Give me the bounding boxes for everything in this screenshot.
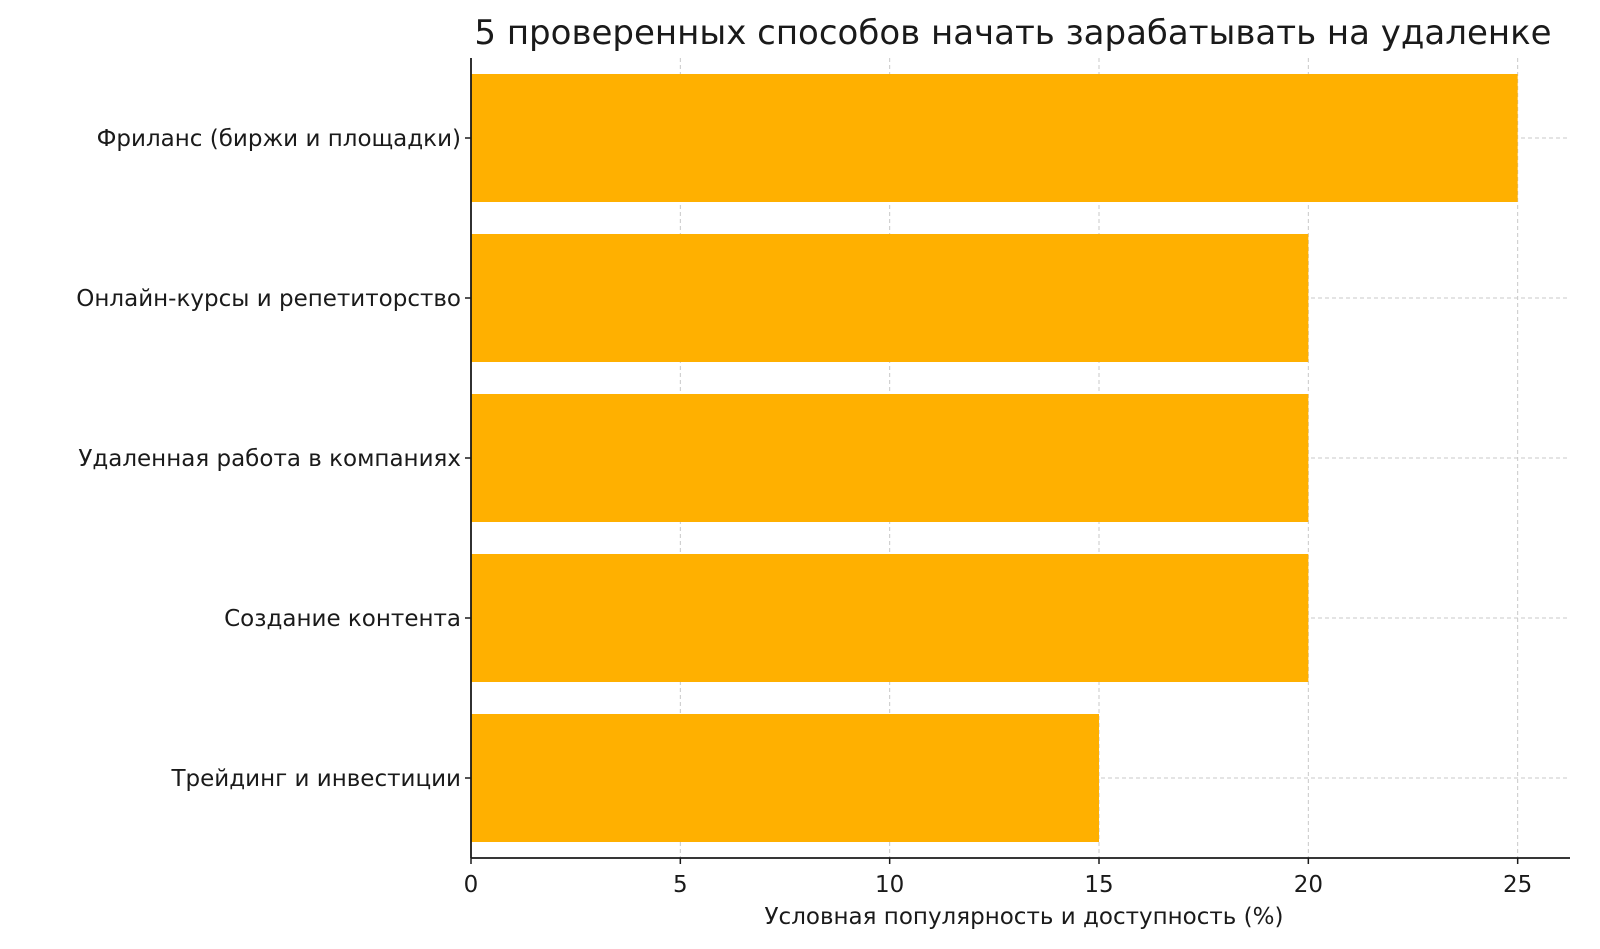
x-tick-label: 15 <box>1084 872 1113 898</box>
category-label: Трейдинг и инвестиции <box>170 766 461 792</box>
category-label: Онлайн-курсы и репетиторство <box>76 286 461 312</box>
x-tick-label: 5 <box>673 872 688 898</box>
x-axis-label: Условная популярность и доступность (%) <box>765 904 1284 930</box>
bar <box>471 714 1099 842</box>
category-label: Создание контента <box>224 606 461 632</box>
bar <box>471 74 1518 202</box>
x-tick-label: 10 <box>875 872 904 898</box>
category-label: Удаленная работа в компаниях <box>78 446 461 472</box>
x-axis-ticks: 0 5 10 15 20 25 <box>464 858 1532 898</box>
x-tick-label: 0 <box>464 872 479 898</box>
x-tick-label: 25 <box>1503 872 1532 898</box>
x-tick-label: 20 <box>1294 872 1323 898</box>
chart-title: 5 проверенных способов начать зарабатыва… <box>474 13 1551 53</box>
bar <box>471 554 1309 682</box>
y-axis-ticks: Фриланс (биржи и площадки) Онлайн-курсы и… <box>76 126 471 792</box>
category-label: Фриланс (биржи и площадки) <box>97 126 461 152</box>
bar <box>471 394 1309 522</box>
bars <box>471 74 1518 842</box>
bar <box>471 234 1309 362</box>
